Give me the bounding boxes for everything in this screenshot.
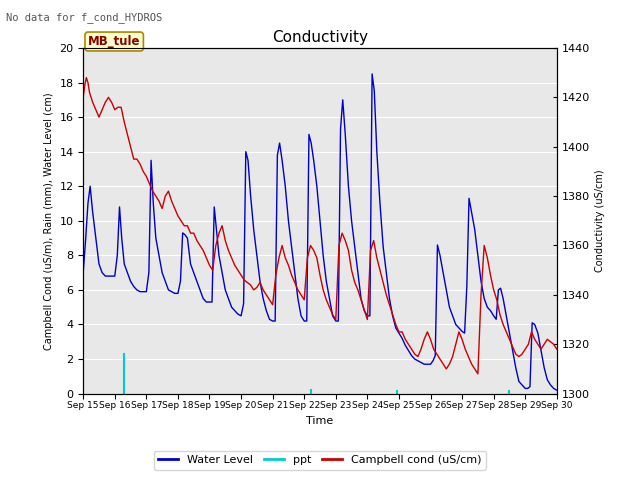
Title: Conductivity: Conductivity: [272, 30, 368, 46]
Text: MB_tule: MB_tule: [88, 35, 140, 48]
Y-axis label: Campbell Cond (uS/m), Rain (mm), Water Level (cm): Campbell Cond (uS/m), Rain (mm), Water L…: [44, 92, 54, 349]
Legend: Water Level, ppt, Campbell cond (uS/cm): Water Level, ppt, Campbell cond (uS/cm): [154, 451, 486, 469]
Y-axis label: Conductivity (uS/cm): Conductivity (uS/cm): [595, 169, 605, 272]
Text: No data for f_cond_HYDROS: No data for f_cond_HYDROS: [6, 12, 163, 23]
X-axis label: Time: Time: [307, 416, 333, 426]
